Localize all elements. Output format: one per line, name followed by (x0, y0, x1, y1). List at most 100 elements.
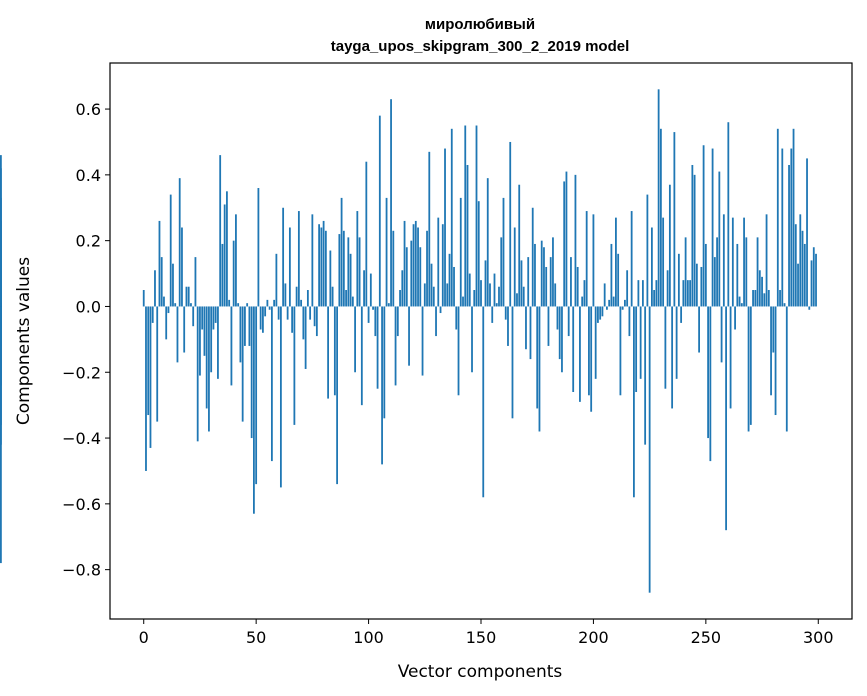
bar (502, 197, 505, 307)
bar (169, 194, 172, 307)
bar (475, 125, 478, 307)
bar (466, 164, 469, 307)
bar (653, 290, 656, 307)
bar (803, 243, 806, 307)
x-tick-label: 250 (691, 628, 722, 647)
bar (291, 306, 294, 333)
bar (662, 217, 665, 307)
bar (333, 306, 336, 396)
bar (567, 306, 570, 337)
bar (664, 306, 667, 389)
bar (158, 220, 161, 307)
bar (713, 257, 716, 307)
bar (235, 214, 237, 307)
bar (253, 306, 255, 514)
bar (322, 220, 325, 307)
y-axis-label: Components values (14, 257, 34, 425)
bar (815, 253, 817, 307)
bar (518, 184, 521, 307)
bar (266, 299, 269, 307)
bar (626, 270, 629, 307)
bar (666, 270, 669, 307)
bar (464, 125, 467, 307)
bar (221, 243, 224, 307)
bar (671, 306, 674, 409)
bar (331, 286, 334, 307)
bar (675, 306, 678, 379)
bar (174, 303, 177, 307)
bar (351, 296, 354, 307)
bar (367, 306, 370, 323)
y-tick-label: 0.6 (76, 100, 101, 119)
bar (635, 306, 638, 392)
bar (606, 306, 608, 310)
bar (615, 217, 617, 307)
bar (556, 306, 559, 330)
bar (300, 299, 303, 307)
bar (446, 283, 449, 307)
bar (455, 306, 458, 330)
bar (812, 247, 815, 307)
bar (657, 89, 660, 307)
bar (246, 303, 249, 307)
bar (270, 306, 273, 462)
bar (561, 306, 563, 373)
bar (208, 306, 210, 432)
bar (718, 171, 721, 307)
bar (324, 230, 327, 307)
bar (633, 306, 635, 498)
bar (430, 263, 433, 307)
bar (297, 211, 300, 307)
bar (453, 266, 455, 307)
bar (576, 266, 579, 307)
x-tick-label: 200 (578, 628, 609, 647)
x-tick-label: 100 (353, 628, 384, 647)
bar (702, 145, 705, 307)
bar (695, 263, 698, 307)
bar-series (0, 89, 817, 593)
bar (482, 306, 485, 498)
bar (374, 306, 377, 337)
bar (151, 306, 154, 323)
bar (691, 164, 694, 307)
bar (698, 306, 700, 353)
bar (516, 293, 518, 307)
bar (167, 306, 170, 314)
bar (579, 306, 581, 402)
bar (682, 280, 685, 307)
bar (417, 227, 419, 307)
y-tick-label: 0.2 (76, 232, 101, 251)
x-tick-label: 150 (466, 628, 497, 647)
bar (340, 197, 343, 307)
bar (594, 306, 597, 379)
chart-title-line2: tayga_upos_skipgram_300_2_2019 model (331, 38, 630, 55)
bar (558, 306, 561, 360)
bar (599, 306, 602, 320)
bar (192, 306, 195, 327)
bar (592, 214, 595, 307)
bar (282, 207, 285, 307)
bar (680, 306, 683, 323)
bar (770, 306, 772, 396)
bar (552, 237, 554, 307)
bar (774, 306, 777, 416)
bar (268, 306, 271, 310)
bar (432, 286, 435, 307)
bar (716, 237, 718, 307)
bar (792, 128, 795, 307)
bar (527, 257, 530, 307)
bar (630, 211, 633, 307)
bar (378, 115, 381, 307)
bar (0, 306, 2, 323)
bar (309, 306, 312, 320)
bar (349, 253, 352, 307)
bar (498, 286, 500, 307)
plot-area-frame (109, 62, 853, 620)
bar (644, 306, 647, 445)
y-tick-label: 0.0 (76, 297, 101, 316)
bar (785, 306, 788, 432)
bar (264, 306, 267, 317)
bar (390, 99, 392, 307)
bar (437, 217, 440, 307)
bar (520, 260, 523, 307)
